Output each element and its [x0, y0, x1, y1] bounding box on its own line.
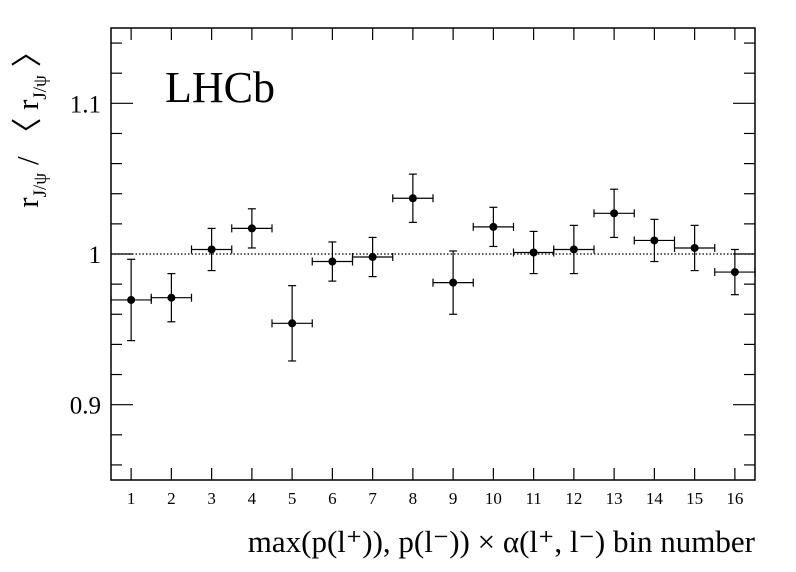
annotation: LHCb: [165, 63, 275, 112]
x-tick-label: 10: [485, 489, 502, 508]
data-point: [650, 236, 659, 245]
data-point: [207, 245, 216, 254]
x-tick-label: 12: [565, 489, 582, 508]
data-point: [167, 293, 176, 302]
y-label-subscript: J/ψ: [30, 173, 51, 198]
x-tick-label: 1: [127, 489, 136, 508]
data-point: [408, 194, 417, 203]
x-tick-label: 16: [726, 489, 743, 508]
y-tick-label: 0.9: [70, 393, 101, 420]
data-point: [529, 248, 538, 257]
data-point: [730, 268, 739, 277]
data-point: [569, 245, 578, 254]
x-tick-label: 7: [368, 489, 377, 508]
x-tick-label: 11: [525, 489, 541, 508]
y-label-part: 〉: [10, 36, 45, 75]
y-tick-label: 1.1: [70, 91, 101, 118]
y-axis-label: rJ/ψ / 〈 rJ/ψ 〉: [10, 36, 51, 207]
x-tick-label: 4: [248, 489, 257, 508]
data-point: [489, 222, 498, 231]
x-tick-label: 15: [686, 489, 703, 508]
data-point: [449, 278, 458, 287]
x-tick-label: 3: [207, 489, 216, 508]
data-point: [690, 243, 699, 252]
y-label-subscript: J/ψ: [30, 75, 51, 100]
data-point: [368, 253, 377, 262]
y-label-part: / 〈 r: [10, 99, 45, 173]
data-point: [127, 295, 136, 304]
x-tick-label: 2: [167, 489, 176, 508]
x-tick-label: 8: [409, 489, 418, 508]
x-tick-label: 5: [288, 489, 297, 508]
x-axis-label: max(p(l⁺)), p(l⁻)) × α(l⁺, l⁻) bin numbe…: [248, 524, 756, 559]
x-tick-label: 9: [449, 489, 458, 508]
y-tick-label: 1: [89, 242, 102, 269]
x-tick-label: 13: [606, 489, 623, 508]
data-point: [288, 319, 297, 328]
x-tick-label: 14: [646, 489, 664, 508]
data-point: [328, 257, 337, 266]
y-label-part: r: [10, 197, 45, 208]
data-point: [247, 224, 256, 233]
x-tick-label: 6: [328, 489, 337, 508]
data-point: [610, 209, 619, 218]
